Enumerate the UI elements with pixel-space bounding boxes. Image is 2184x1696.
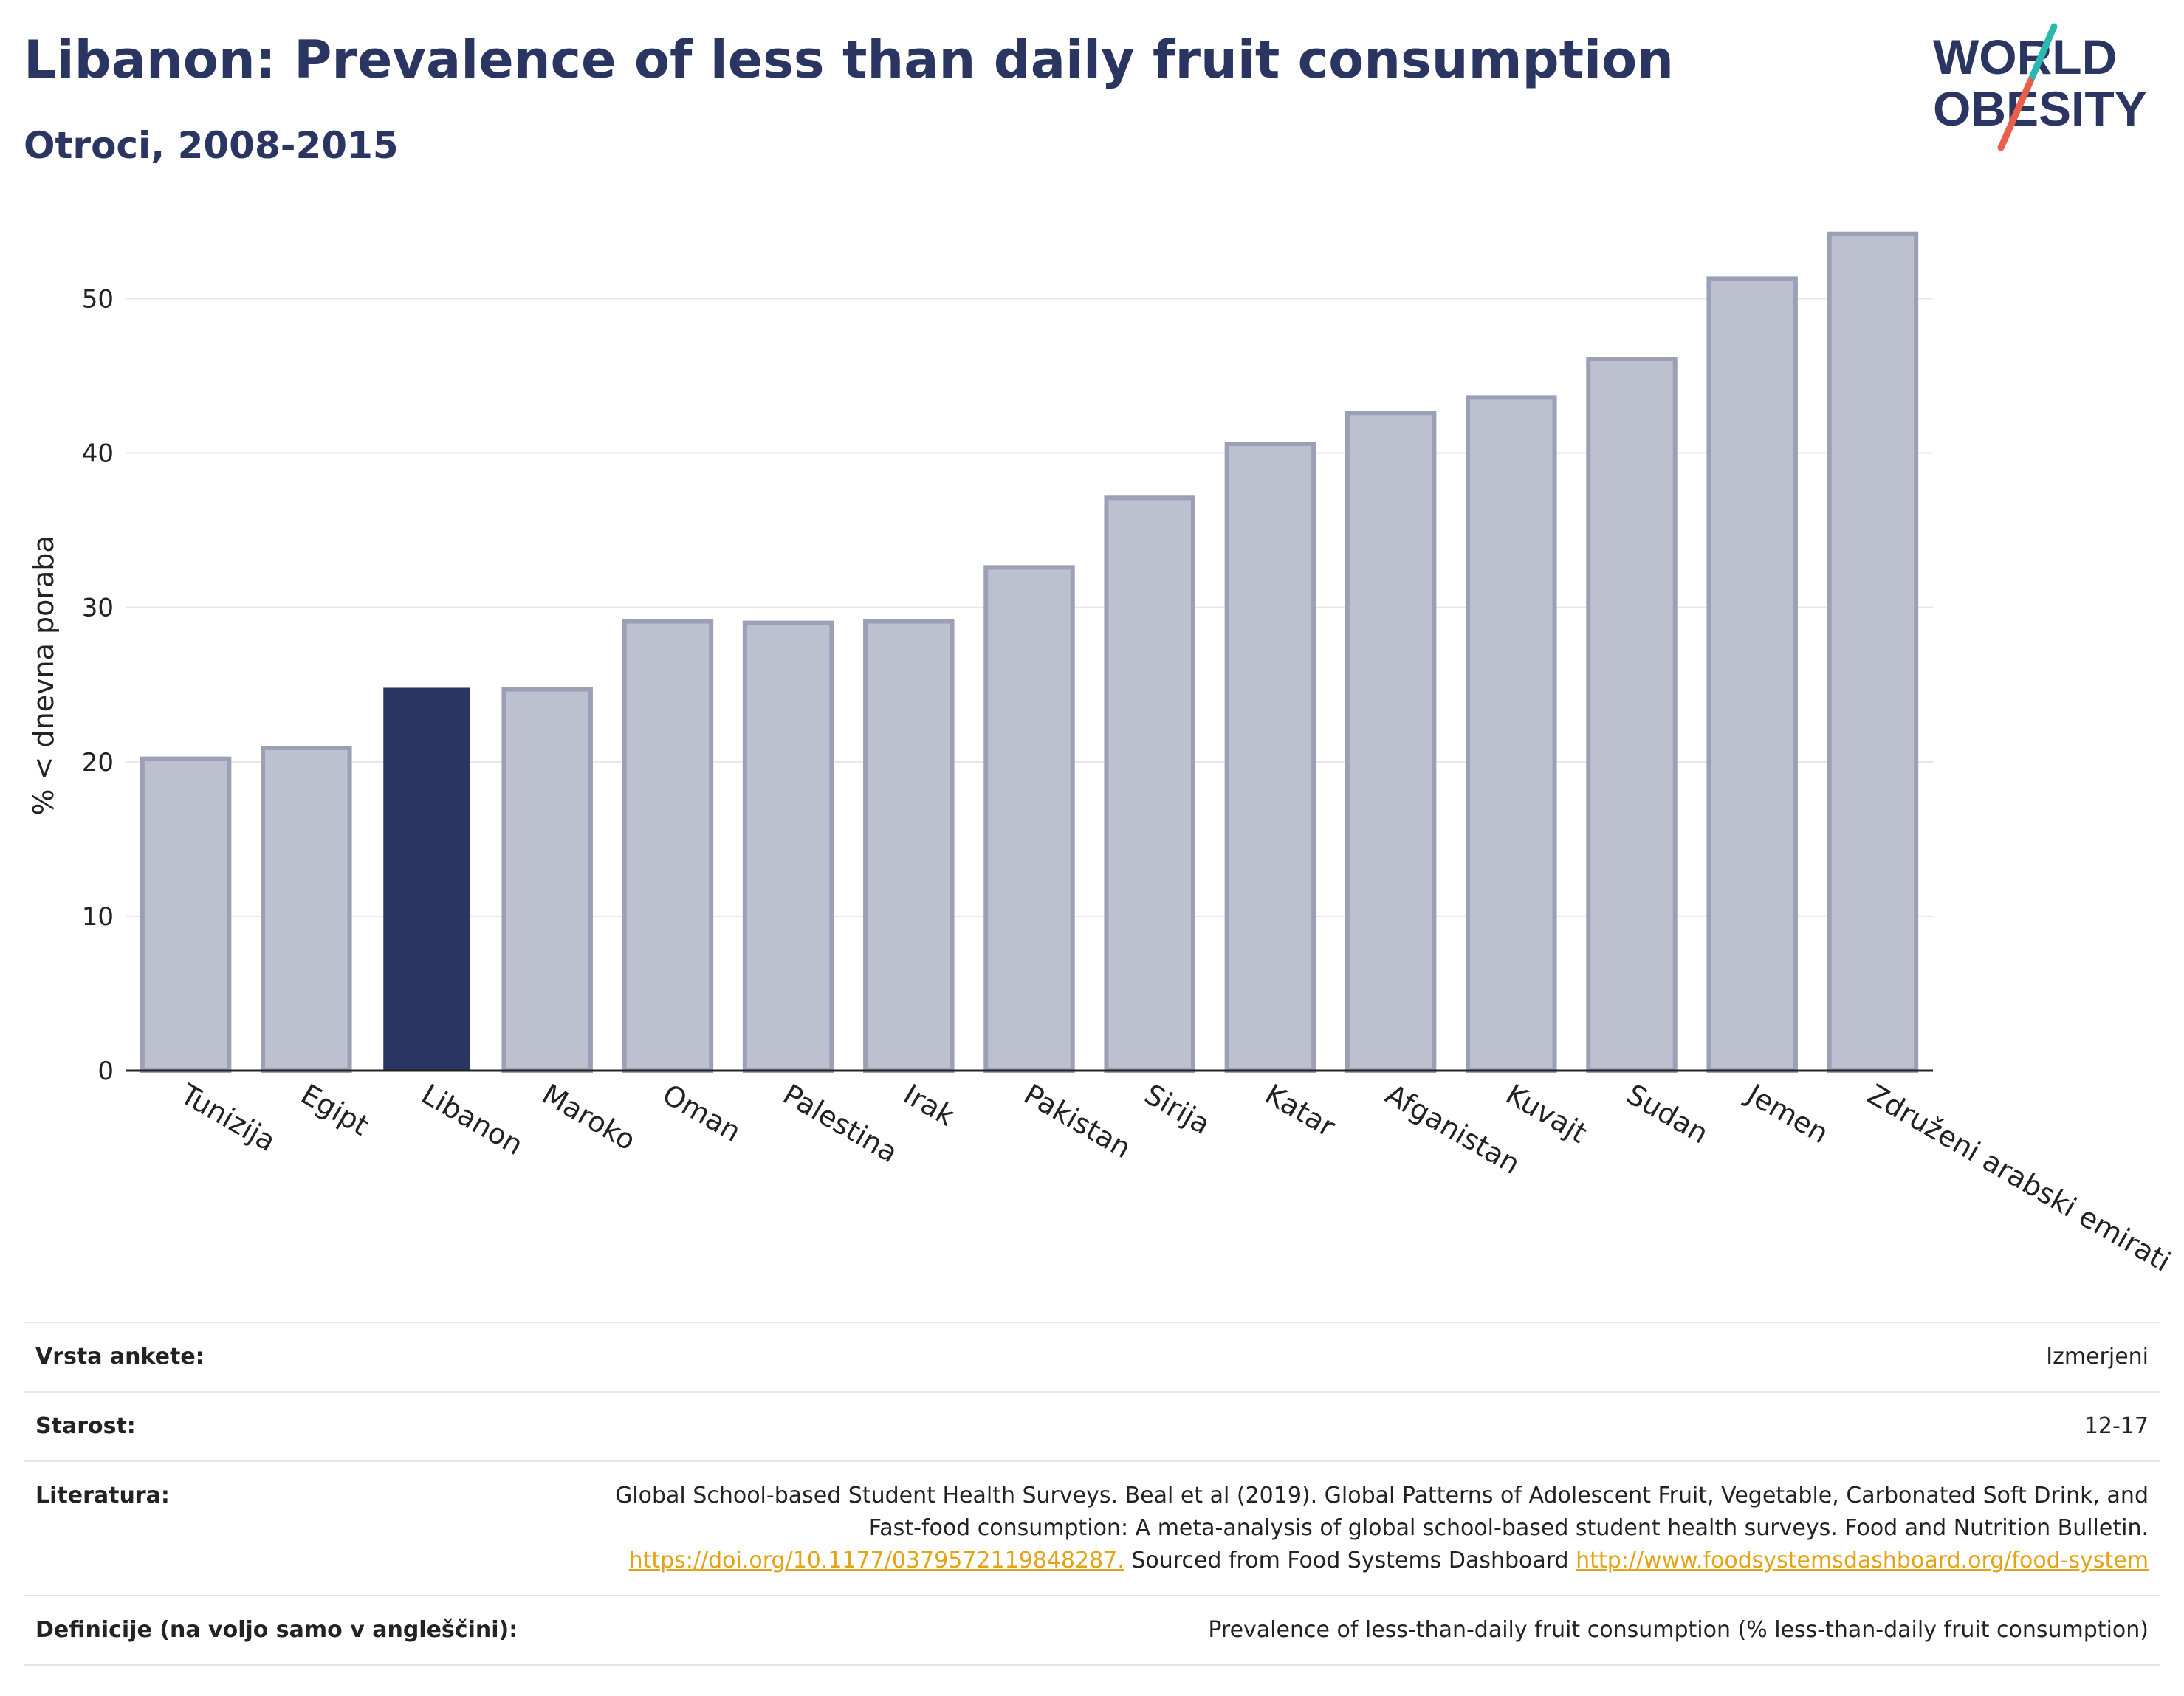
dashboard-link[interactable]: http://www.foodsystemsdashboard.org/food… <box>1576 1548 2149 1573</box>
reference-source-text: Sourced from Food Systems Dashboard <box>1131 1548 1569 1573</box>
bar <box>863 619 955 1073</box>
logo-slash-coral <box>1997 78 2034 151</box>
x-tick-label: Tunizija <box>174 1077 281 1158</box>
y-tick-label: 40 <box>82 439 114 469</box>
x-tick-label: Afganistan <box>1380 1078 1525 1181</box>
y-tick-label: 0 <box>97 1057 114 1086</box>
y-tick-label: 10 <box>82 902 114 932</box>
bar <box>140 756 232 1073</box>
doi-link[interactable]: https://doi.org/10.1177/0379572119848287… <box>628 1548 1124 1573</box>
bar <box>622 619 714 1073</box>
definition-value: Prevalence of less-than-daily fruit cons… <box>1208 1617 2149 1643</box>
world-obesity-logo: WORLD OBESITY <box>1933 23 2147 151</box>
survey-type-label: Vrsta ankete: <box>35 1344 205 1370</box>
x-tick-label: Egipt <box>295 1078 374 1142</box>
bar <box>383 687 470 1071</box>
x-tick-label: Pakistan <box>1019 1078 1137 1165</box>
x-tick-label: Katar <box>1260 1078 1341 1144</box>
age-value: 12-17 <box>2084 1413 2149 1439</box>
x-tick-label: Oman <box>657 1078 746 1148</box>
x-tick-label: Irak <box>898 1078 960 1133</box>
reference-value: Global School-based Student Health Surve… <box>576 1480 2149 1577</box>
x-tick-label: Sirija <box>1139 1078 1216 1141</box>
x-tick-label: Združeni arabski emirati <box>1862 1078 2177 1278</box>
bar <box>1345 411 1437 1074</box>
bar <box>1466 395 1557 1073</box>
x-tick-label: Palestina <box>777 1078 903 1170</box>
bar <box>1224 442 1316 1074</box>
bar <box>1706 276 1798 1073</box>
page-title: Libanon: Prevalence of less than daily f… <box>24 30 1675 90</box>
x-tick-label: Maroko <box>537 1078 642 1157</box>
bar <box>742 620 834 1073</box>
logo-slash-teal <box>2027 23 2058 85</box>
x-tick-label: Sudan <box>1621 1078 1714 1150</box>
survey-type-value: Izmerjeni <box>2046 1344 2149 1370</box>
meta-row-survey: Vrsta ankete: Izmerjeni <box>24 1322 2160 1391</box>
bar <box>261 746 352 1073</box>
definition-label: Definicije (na voljo samo v angleščini): <box>35 1617 518 1643</box>
bar <box>1104 495 1195 1074</box>
logo-text-world: WORLD <box>1933 30 2117 84</box>
reference-label: Literatura: <box>35 1483 170 1508</box>
reference-text: Global School-based Student Health Surve… <box>615 1483 2149 1541</box>
bar <box>983 565 1075 1073</box>
y-tick-label: 50 <box>82 285 114 315</box>
y-tick-label: 20 <box>82 748 114 777</box>
age-label: Starost: <box>35 1413 136 1439</box>
x-tick-label: Libanon <box>416 1078 529 1161</box>
y-tick-label: 30 <box>82 594 114 623</box>
meta-row-age: Starost: 12-17 <box>24 1391 2160 1460</box>
bar <box>501 687 593 1073</box>
bar <box>1586 357 1678 1074</box>
meta-row-definition: Definicije (na voljo samo v angleščini):… <box>24 1595 2160 1666</box>
metadata-table: Vrsta ankete: Izmerjeni Starost: 12-17 L… <box>24 1322 2160 1666</box>
x-tick-label: Kuvajt <box>1500 1078 1592 1150</box>
meta-row-reference: Literatura: Global School-based Student … <box>24 1460 2160 1595</box>
bar-chart: 0 10 20 30 40 50 % < dnevna poraba Tunizija Egip… <box>27 231 2177 1278</box>
page-subtitle: Otroci, 2008-2015 <box>24 124 399 167</box>
y-axis-label: % < dnevna poraba <box>27 535 60 815</box>
logo-text-obesity: OBESITY <box>1933 81 2147 136</box>
x-tick-label: Jemen <box>1740 1077 1834 1150</box>
bar <box>1827 231 1919 1073</box>
